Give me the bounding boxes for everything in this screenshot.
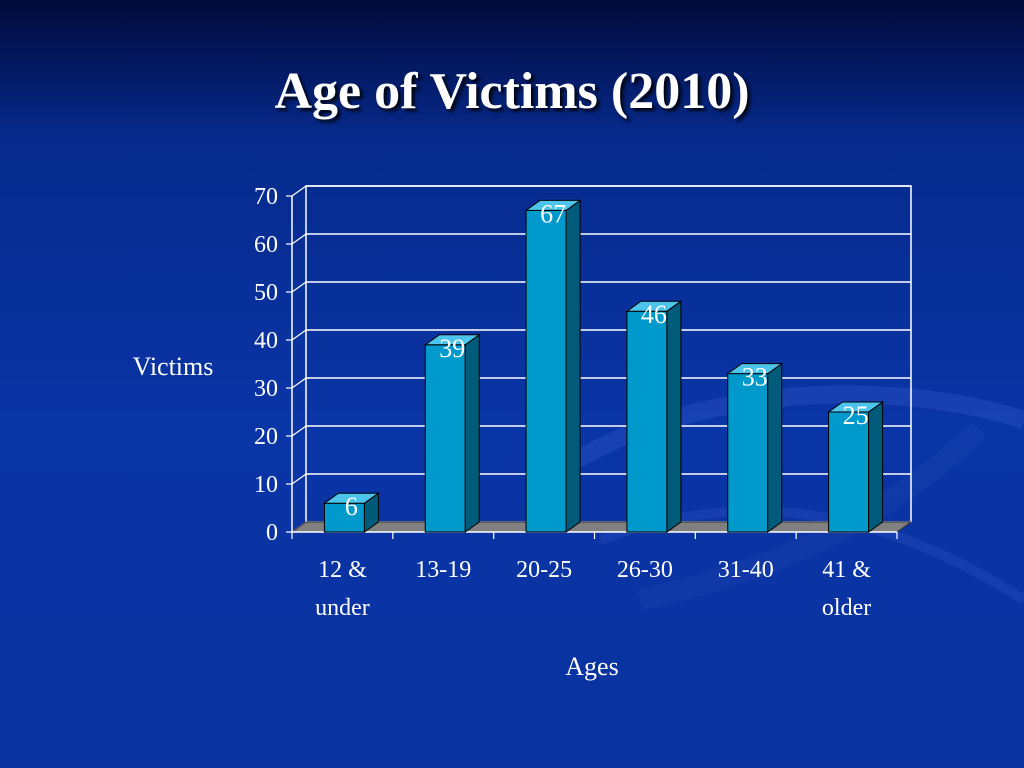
x-tick-label: 12 & (318, 557, 367, 583)
gridline-side (291, 377, 307, 389)
bar-front (525, 209, 567, 533)
data-label: 25 (843, 401, 869, 430)
bar-side (464, 333, 480, 533)
x-tick-label: 20-25 (516, 557, 572, 583)
bar-top (524, 199, 582, 211)
gridline-side (291, 233, 307, 245)
labels: 6 12 & under 39 13-19 67 20-25 46 26-30 33 31-40 25… (315, 199, 871, 621)
x-tick-label: under (315, 595, 370, 621)
x-tick-label: 31-40 (718, 557, 774, 583)
y-tick-label: 60 (254, 232, 278, 258)
bar-side (767, 362, 783, 533)
bar (827, 401, 885, 533)
bar-side (868, 401, 884, 533)
x-tick-label: 26-30 (617, 557, 673, 583)
chart-floor (290, 521, 913, 533)
bar-front (727, 373, 769, 533)
x-tick-label: older (822, 595, 871, 621)
y-tick-label: 20 (254, 424, 278, 450)
bar (322, 492, 380, 533)
axes: 0 10 20 30 40 50 60 70 (254, 184, 898, 546)
bar-side (666, 300, 682, 533)
bar-top (827, 401, 885, 413)
bar-front (626, 310, 668, 533)
bar (423, 333, 481, 533)
bar-front (424, 344, 466, 533)
y-tick-label: 40 (254, 328, 278, 354)
bar-top (726, 363, 784, 375)
gridline-side (291, 281, 307, 293)
data-label: 67 (540, 199, 566, 228)
bar-front (828, 411, 870, 533)
y-tick-label: 10 (254, 472, 278, 498)
y-tick-label: 50 (254, 280, 278, 306)
bars (322, 199, 885, 533)
bar (524, 199, 582, 533)
bar-top (322, 492, 380, 504)
x-tick-label: 41 & (822, 557, 871, 583)
data-label: 33 (742, 363, 768, 392)
bar (625, 300, 683, 533)
y-tick-label: 0 (266, 520, 278, 546)
y-tick-label: 70 (254, 184, 278, 210)
y-axis-title: Victims (133, 352, 214, 381)
data-label: 39 (439, 334, 465, 363)
chart-title: Age of Victims (2010) (274, 63, 750, 120)
x-tick-label: 13-19 (415, 557, 471, 583)
bar-side (565, 199, 581, 533)
bar (726, 362, 784, 533)
y-tick-label: 30 (254, 376, 278, 402)
bar-top (625, 300, 683, 312)
bar-top (423, 334, 481, 346)
gridline-side (291, 185, 307, 197)
data-label: 6 (345, 492, 358, 521)
x-axis-title: Ages (565, 652, 618, 681)
plot-back-wall (305, 185, 912, 523)
gridline-side (291, 329, 307, 341)
gridline-side (291, 425, 307, 437)
gridlines (290, 185, 913, 533)
gridline-side (291, 473, 307, 485)
data-label: 46 (641, 300, 667, 329)
